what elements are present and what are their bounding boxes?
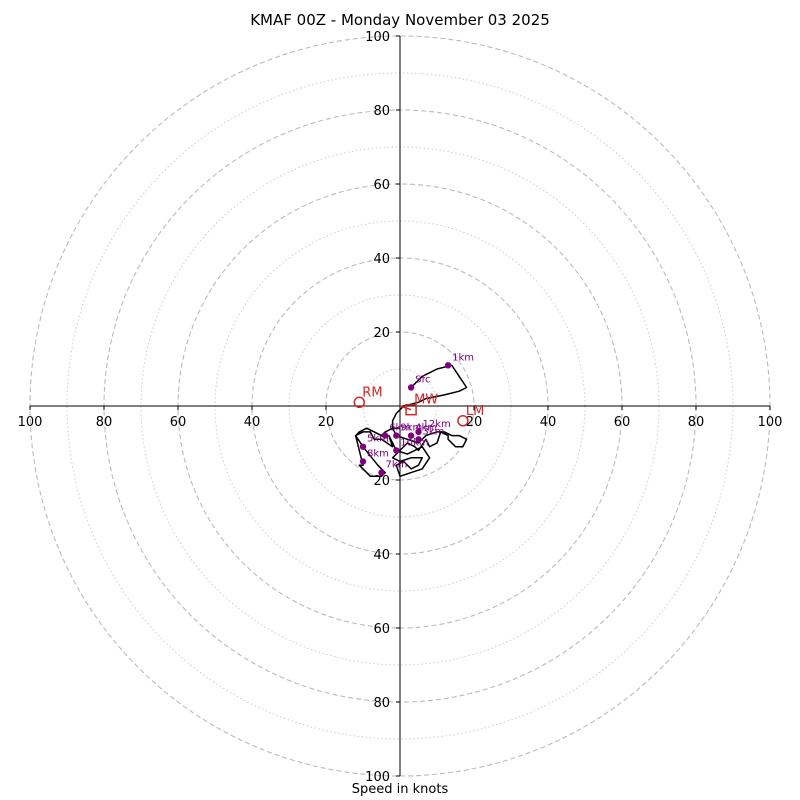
y-tick-label: 80 <box>373 104 390 119</box>
storm-motion-marker-MW <box>405 403 417 416</box>
y-tick-label: 100 <box>365 30 390 45</box>
height-label-5km: 5km <box>367 434 389 445</box>
x-tick-label: 60 <box>614 415 631 430</box>
height-marker-1km <box>444 362 452 369</box>
y-tick-label: 60 <box>373 178 390 193</box>
height-label-8km: 8km <box>367 449 389 460</box>
x-tick-label: 80 <box>96 415 113 430</box>
height-marker-6km <box>382 432 389 439</box>
height-marker-10km <box>393 447 400 454</box>
y-tick-label: 20 <box>373 474 390 489</box>
height-label-9km: 9km <box>400 423 422 434</box>
y-tick-label: 40 <box>373 548 390 563</box>
storm-motion-label-RM: RM <box>362 385 382 400</box>
height-label-3km: 3km <box>423 426 445 437</box>
storm-motion-label-LM: LM <box>466 404 484 419</box>
storm-motion-marker-RM <box>353 396 366 409</box>
y-tick-label: 100 <box>365 770 390 785</box>
height-label-12km: 12km <box>423 419 451 430</box>
x-tick-label: 40 <box>244 415 261 430</box>
height-marker-3km <box>415 436 422 443</box>
storm-motion-label-MW: MW <box>414 393 438 408</box>
x-tick-label: 80 <box>688 415 705 430</box>
height-label-10km: 10km <box>400 437 428 448</box>
x-tick-label: 100 <box>758 415 783 430</box>
chart-title: KMAF 00Z - Monday November 03 2025 <box>250 11 550 29</box>
mean-wind-arrow <box>399 405 412 411</box>
storm-motion-marker-LM <box>457 415 469 427</box>
height-label-Sfc: Sfc <box>415 375 430 386</box>
height-marker-12km <box>415 428 422 436</box>
x-axis-label: Speed in knots <box>351 782 449 797</box>
y-tick-label: 60 <box>373 622 390 637</box>
height-label-6km: 6km <box>389 423 411 434</box>
y-tick-label: 40 <box>373 252 390 267</box>
x-tick-label: 100 <box>18 415 43 430</box>
height-label-4km: 4km <box>415 423 437 434</box>
height-marker-8km <box>359 458 367 465</box>
y-tick-label: 80 <box>373 696 390 711</box>
height-marker-4km <box>407 432 415 439</box>
height-label-1km: 1km <box>452 352 474 363</box>
height-label-7km: 7km <box>386 460 408 471</box>
x-tick-label: 40 <box>540 415 557 430</box>
x-tick-label: 20 <box>318 415 335 430</box>
height-marker-5km <box>359 443 367 450</box>
x-tick-label: 20 <box>466 415 483 430</box>
height-marker-9km <box>393 432 400 439</box>
height-marker-Sfc <box>407 384 415 391</box>
x-tick-label: 60 <box>170 415 187 430</box>
y-tick-label: 20 <box>373 326 390 341</box>
height-marker-7km <box>378 469 385 476</box>
